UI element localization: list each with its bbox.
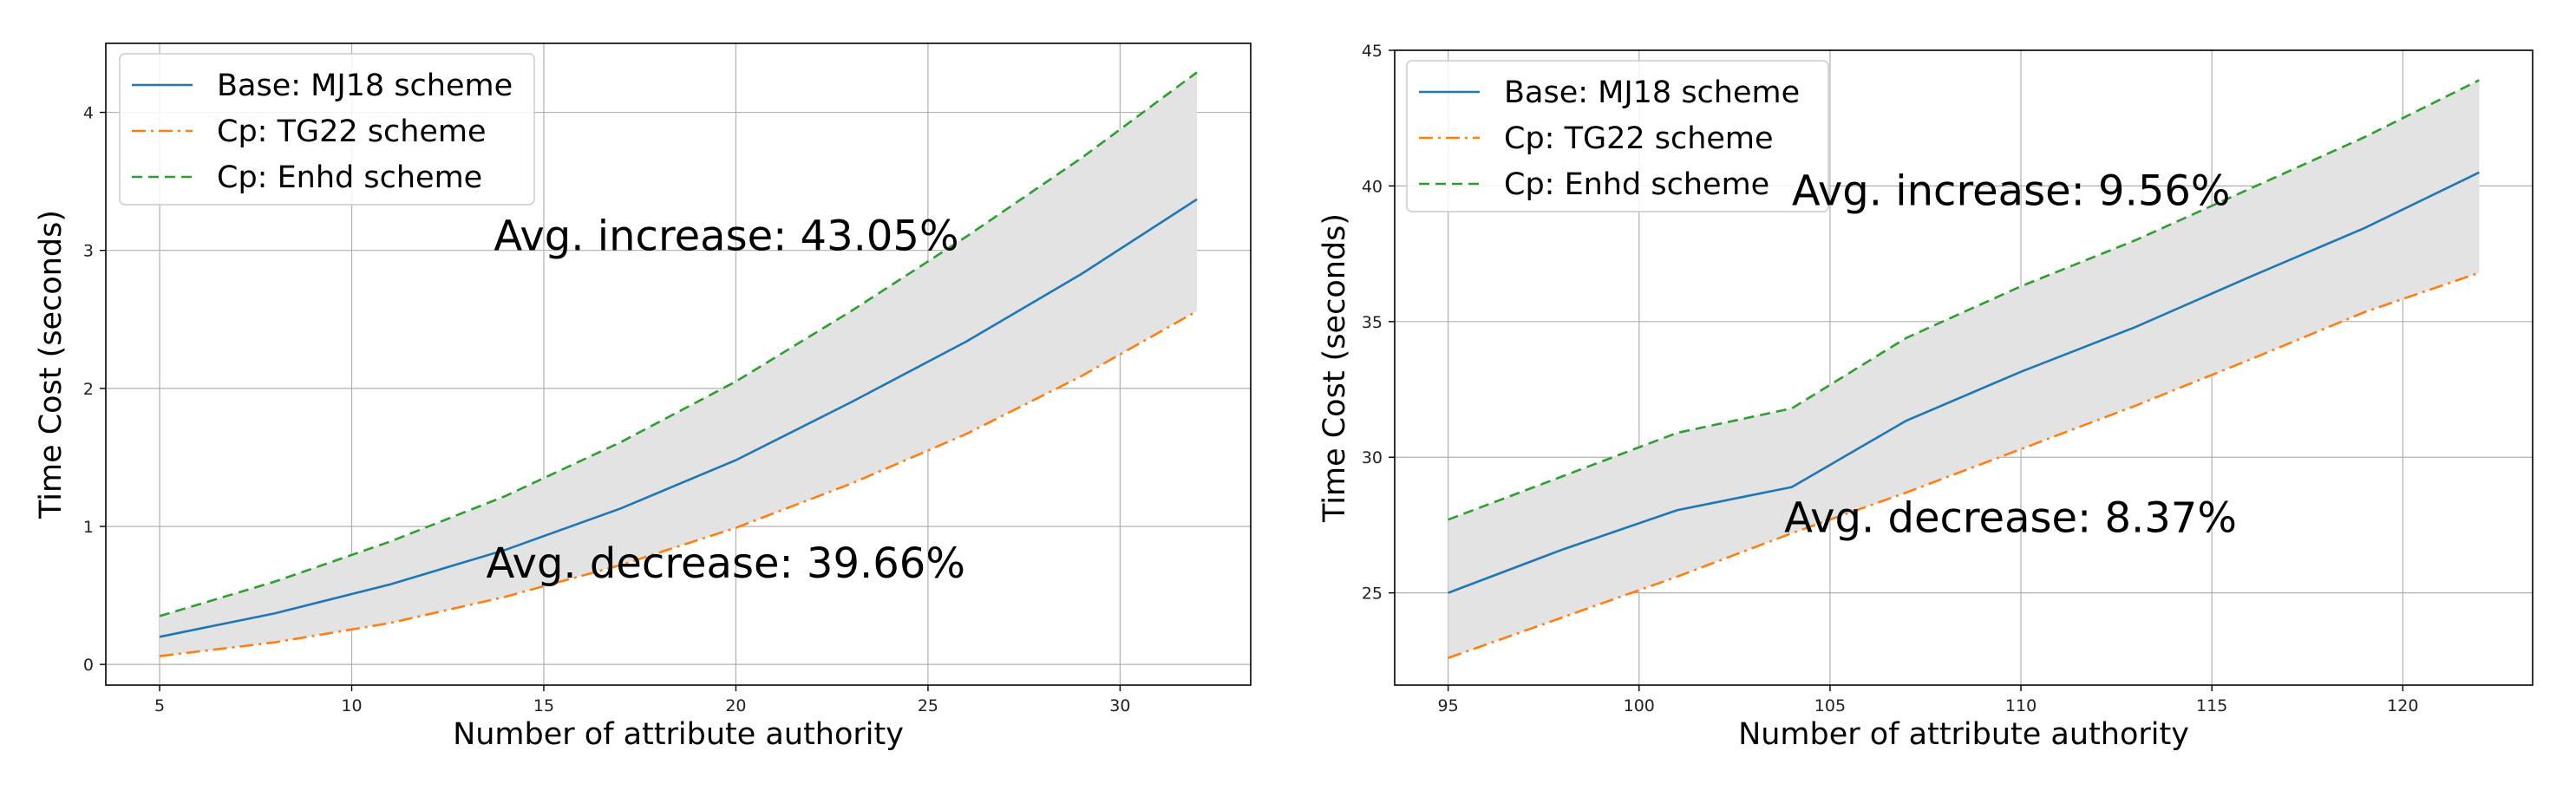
x-tick-label: 30 <box>1109 696 1130 715</box>
legend-entry: Cp: TG22 scheme <box>217 114 487 149</box>
x-tick-label: 105 <box>1814 696 1846 715</box>
plot-frame <box>1394 49 2534 686</box>
series-line-2 <box>1448 79 2480 521</box>
y-tick-label: 3 <box>83 242 94 261</box>
y-tick-label: 35 <box>1362 313 1383 332</box>
legend-entry: Cp: TG22 scheme <box>1504 121 1774 156</box>
y-tick-label: 1 <box>83 518 94 537</box>
series-line-1 <box>159 310 1198 657</box>
x-tick-label: 5 <box>154 696 165 715</box>
legend-entry: Cp: Enhd scheme <box>217 160 482 195</box>
series-line-0 <box>1448 171 2480 594</box>
x-tick-label: 100 <box>1624 696 1655 715</box>
annotation: Avg. increase: 43.05% <box>494 212 958 261</box>
annotation: Avg. increase: 9.56% <box>1792 167 2231 215</box>
x-tick-label: 95 <box>1438 696 1459 715</box>
x-tick-label: 120 <box>2387 696 2418 715</box>
x-tick-label: 15 <box>533 696 554 715</box>
y-axis-label: Time Cost (seconds) <box>1317 213 1352 523</box>
legend-entry: Base: MJ18 scheme <box>217 69 513 103</box>
y-axis-label: Time Cost (seconds) <box>34 210 69 519</box>
plot-frame <box>105 42 1252 686</box>
y-tick-label: 40 <box>1362 177 1383 196</box>
legend: Base: MJ18 scheme Cp: TG22 scheme Cp: Enhd… <box>1406 60 1829 212</box>
chart-left: 5 10 15 20 25 30 0 1 2 3 4 Number of attribute auth… <box>34 42 1252 752</box>
legend-entry: Base: MJ18 scheme <box>1504 75 1800 110</box>
chart-right: 95 100 105 110 115 120 25 30 35 40 45 Number of att… <box>1317 42 2534 752</box>
fill-band <box>1448 80 2480 658</box>
y-tick-label: 0 <box>83 656 94 675</box>
y-tick-label: 45 <box>1362 42 1383 61</box>
x-tick-label: 10 <box>341 696 362 715</box>
x-tick-label: 110 <box>2005 696 2037 715</box>
x-axis-label: Number of attribute authority <box>1738 717 2189 752</box>
fill-band <box>160 72 1197 657</box>
series-line-0 <box>159 198 1198 638</box>
y-tick-label: 4 <box>83 104 94 123</box>
annotation: Avg. decrease: 8.37% <box>1784 493 2237 542</box>
x-tick-label: 115 <box>2196 696 2227 715</box>
x-axis-label: Number of attribute authority <box>453 717 904 752</box>
x-tick-label: 20 <box>725 696 746 715</box>
x-tick-label: 25 <box>918 696 938 715</box>
y-tick-label: 2 <box>83 380 94 399</box>
series-line-1 <box>1448 271 2480 659</box>
y-tick-label: 25 <box>1362 585 1383 604</box>
annotation: Avg. decrease: 39.66% <box>487 539 965 588</box>
series-line-2 <box>159 71 1198 617</box>
y-tick-label: 30 <box>1362 448 1383 467</box>
legend: Base: MJ18 scheme Cp: TG22 scheme Cp: Enhd… <box>119 53 535 206</box>
legend-entry: Cp: Enhd scheme <box>1504 167 1769 202</box>
